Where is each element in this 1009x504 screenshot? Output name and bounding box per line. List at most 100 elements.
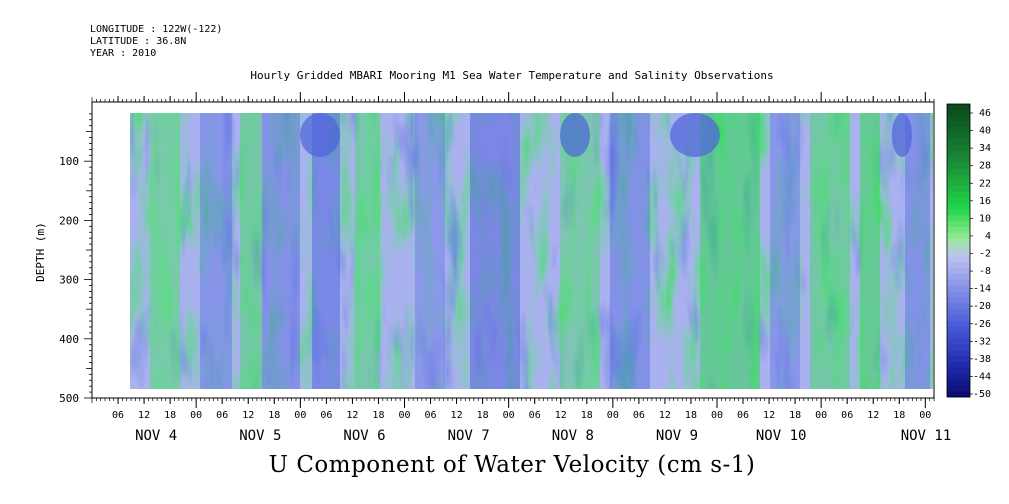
colorbar-label: -32 (973, 336, 991, 347)
heatmap-band (810, 113, 850, 389)
heatmap-bands (150, 113, 930, 389)
x-major-ticks: 06 12 18 00 06 12 18 00 06 12 18 00 06 12 18 00 06 12 18 00… (112, 92, 951, 444)
x-day-label: NOV 5 (239, 428, 281, 444)
colorbar-label: 22 (979, 178, 991, 189)
colorbar-label: -26 (973, 319, 991, 330)
x-day-label: NOV 9 (656, 428, 698, 444)
heatmap-band (262, 113, 300, 389)
colorbar-label: -14 (973, 284, 991, 295)
colorbar-label: 28 (979, 161, 991, 172)
colorbar-label: 34 (979, 143, 991, 154)
x-day-label: NOV 4 (135, 428, 177, 444)
colorbar-step (947, 238, 970, 245)
heatmap-band (560, 113, 600, 389)
colorbar-step (947, 244, 970, 251)
x-tick-label: 00 (503, 410, 515, 421)
colorbar-step (947, 203, 970, 210)
colorbar-step (947, 139, 970, 146)
x-day-label: NOV 8 (552, 428, 594, 444)
longitude-label: LONGITUDE : 122W(-122) (90, 24, 223, 35)
colorbar-step (947, 338, 970, 345)
x-tick-label: 18 (268, 410, 280, 421)
colorbar-step (947, 133, 970, 140)
heatmap-patch (892, 113, 912, 157)
colorbar-step (947, 285, 970, 292)
heatmap-band (905, 113, 930, 389)
colorbar-step (947, 273, 970, 281)
colorbar-step (947, 221, 970, 228)
colorbar-step (947, 150, 970, 158)
colorbar-step (947, 168, 970, 175)
heatmap-band (200, 113, 232, 389)
heatmap-band (470, 113, 520, 389)
colorbar-step (947, 109, 970, 117)
x-day-label: NOV 11 (901, 428, 952, 444)
x-tick-label: 06 (112, 410, 124, 421)
colorbar-label: 16 (979, 196, 991, 207)
x-axis-title: U Component of Water Velocity (cm s-1) (268, 452, 756, 478)
colorbar-step (947, 350, 970, 357)
colorbar-label: -38 (973, 354, 991, 365)
colorbar-step (947, 180, 970, 187)
x-tick-label: 12 (346, 410, 358, 421)
colorbar: 46 40 34 28 22 16 10 4 -2 -8 -14 -20 -26 -32 -38 -44 -50 (946, 103, 991, 400)
x-tick-label: 00 (190, 410, 202, 421)
colorbar-step (947, 379, 970, 386)
year-label: YEAR : 2010 (90, 48, 157, 59)
x-tick-label: 12 (242, 410, 254, 421)
colorbar-label: 46 (979, 108, 991, 119)
x-day-label: NOV 6 (343, 428, 385, 444)
colorbar-step (947, 191, 970, 199)
colorbar-label: 10 (979, 213, 991, 224)
x-tick-label: 12 (659, 410, 671, 421)
x-tick-label: 00 (919, 410, 931, 421)
heatmap-band (240, 113, 262, 389)
colorbar-step (947, 174, 970, 181)
x-tick-label: 12 (451, 410, 463, 421)
colorbar-label: -50 (973, 389, 991, 400)
heatmap-band (770, 113, 800, 389)
x-day-label: NOV 7 (448, 428, 490, 444)
colorbar-step (947, 355, 970, 363)
colorbar-step (947, 227, 970, 234)
heatmap-patch (560, 113, 590, 157)
x-tick-label: 18 (372, 410, 384, 421)
colorbar-step (947, 162, 970, 169)
x-tick-label: 06 (841, 410, 853, 421)
x-tick-label: 18 (685, 410, 697, 421)
colorbar-step (947, 256, 970, 263)
x-tick-label: 06 (737, 410, 749, 421)
colorbar-step (947, 314, 970, 322)
colorbar-step (947, 209, 970, 216)
metadata-block: LONGITUDE : 122W(-122) LATITUDE : 36.8N … (90, 24, 222, 60)
y-axis-label: DEPTH (m) (34, 222, 47, 282)
colorbar-label: -44 (973, 371, 991, 382)
colorbar-step (947, 326, 970, 333)
x-tick-label: 00 (815, 410, 827, 421)
colorbar-step (947, 373, 970, 380)
colorbar-label: -2 (979, 249, 991, 260)
colorbar-step (947, 332, 970, 339)
colorbar-step (947, 309, 970, 316)
colorbar-step (947, 197, 970, 204)
heatmap-band (610, 113, 650, 389)
colorbar-step (947, 268, 970, 275)
x-tick-label: 18 (789, 410, 801, 421)
x-tick-label: 12 (867, 410, 879, 421)
colorbar-label: 4 (985, 231, 991, 242)
colorbar-step (947, 250, 970, 257)
heatmap-band (860, 113, 880, 389)
colorbar-step (947, 279, 970, 286)
colorbar-step (947, 186, 970, 193)
heatmap-patch (300, 113, 340, 157)
x-tick-label: 06 (633, 410, 645, 421)
x-tick-label: 00 (294, 410, 306, 421)
y-axis: 100 200 300 400 500 (59, 113, 92, 405)
x-tick-label: 12 (763, 410, 775, 421)
chart-title: Hourly Gridded MBARI Mooring M1 Sea Wate… (250, 69, 774, 82)
x-tick-label: 00 (711, 410, 723, 421)
x-tick-label: 18 (893, 410, 905, 421)
colorbar-step (947, 297, 970, 304)
x-tick-label: 06 (216, 410, 228, 421)
colorbar-step (947, 391, 970, 398)
